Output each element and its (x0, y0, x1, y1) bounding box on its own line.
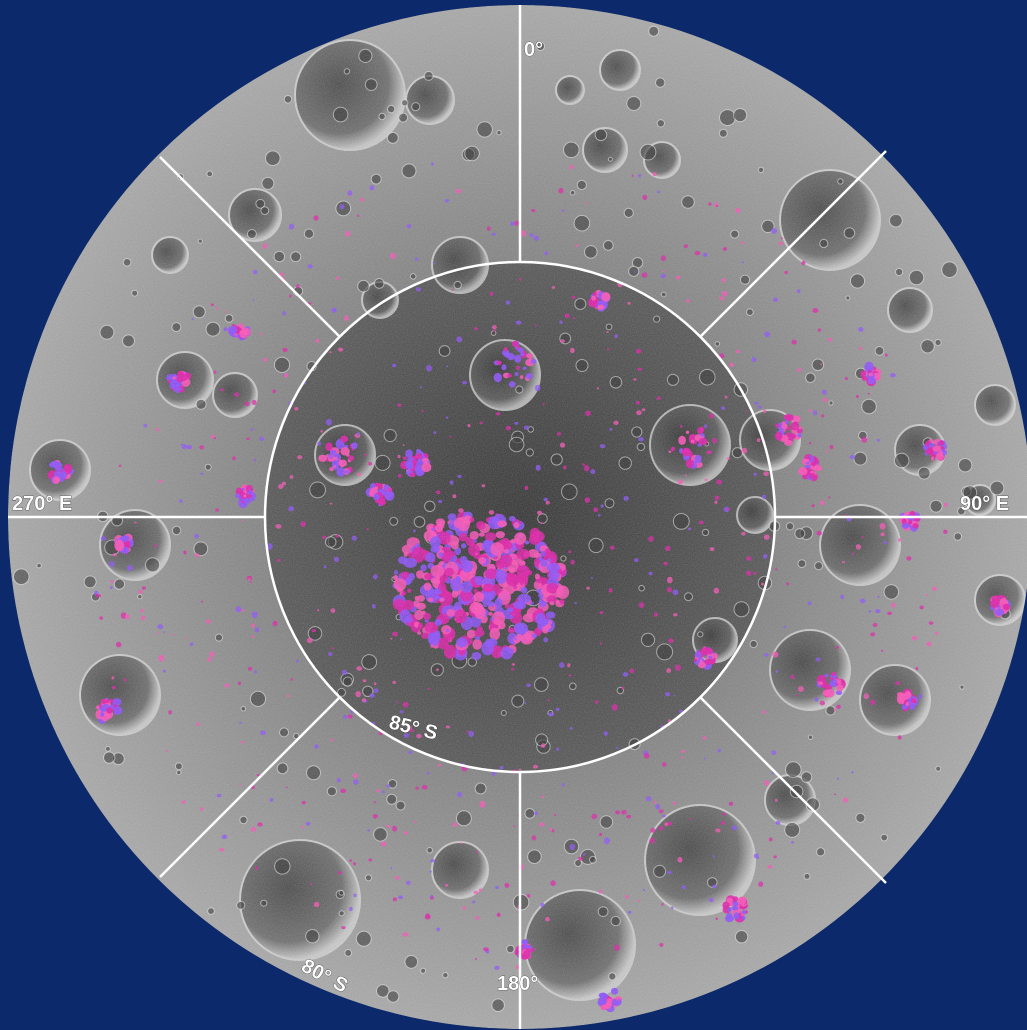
label-lon-0: 0° (524, 39, 543, 61)
graticule (8, 5, 1027, 1029)
meridian-45 (699, 150, 887, 338)
meridian-315 (159, 156, 341, 338)
label-lon-270: 270° E (12, 493, 72, 515)
meridian-135 (699, 696, 887, 884)
label-lon-90: 90° E (960, 493, 1009, 515)
meridian-225 (159, 696, 341, 878)
label-lon-180: 180° (497, 973, 538, 995)
